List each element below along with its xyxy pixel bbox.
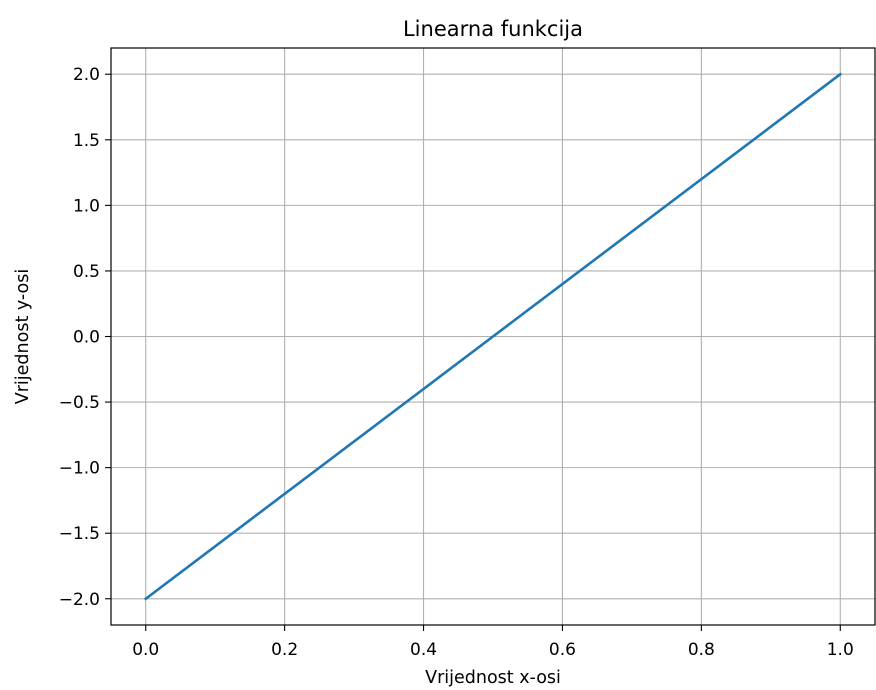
series-line: [143, 72, 843, 601]
y-tick-label: 1.5: [73, 131, 100, 151]
y-tick-label: −1.0: [59, 459, 100, 479]
series-layer: [143, 72, 843, 601]
y-tick-label: 0.5: [73, 262, 100, 282]
x-tick-label: 0.0: [132, 640, 159, 660]
x-tick-label: 0.8: [688, 640, 715, 660]
x-tick-label: 0.2: [271, 640, 298, 660]
y-tick-label: −2.0: [59, 590, 100, 610]
y-tick-label: −0.5: [59, 393, 100, 413]
x-tick-label: 1.0: [827, 640, 854, 660]
grid: [111, 48, 875, 625]
y-axis-label: Vrijednost y-osi: [13, 269, 33, 404]
x-tick-label: 0.4: [410, 640, 437, 660]
y-tick-label: 0.0: [73, 328, 100, 348]
y-tick-label: 2.0: [73, 65, 100, 85]
ticks: 0.0 0.2 0.4 0.6 0.8 1.0 2.0 1.5 1.0 0.5 0.0 −0.5 −1.…: [59, 65, 854, 660]
chart-title: Linearna funkcija: [403, 17, 583, 41]
y-tick-label: 1.0: [73, 196, 100, 216]
x-axis-label: Vrijednost x-osi: [425, 668, 561, 688]
x-tick-label: 0.6: [549, 640, 576, 660]
y-tick-label: −1.5: [59, 524, 100, 544]
